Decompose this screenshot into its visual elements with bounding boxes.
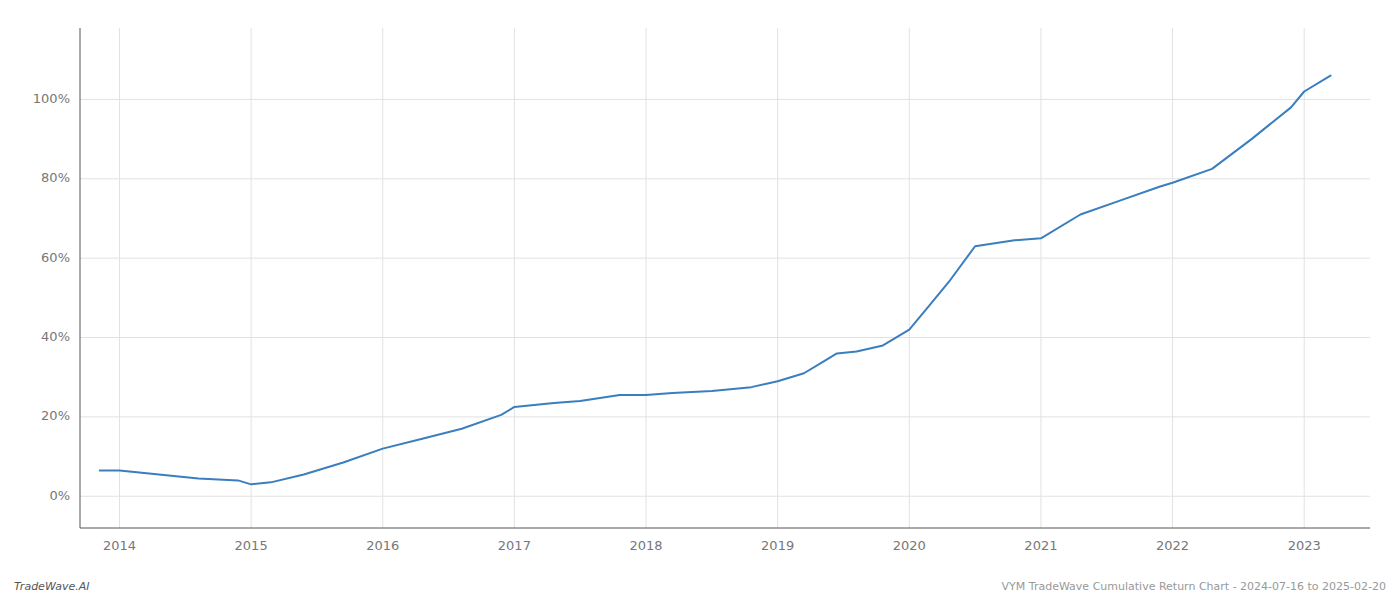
x-tick-label: 2017 bbox=[498, 538, 531, 553]
grid-line-x bbox=[909, 28, 910, 528]
grid-line-y bbox=[80, 496, 1370, 497]
y-tick-label: 60% bbox=[41, 250, 70, 265]
line bbox=[100, 76, 1331, 485]
x-tick-label: 2019 bbox=[761, 538, 794, 553]
y-tick-label: 40% bbox=[41, 329, 70, 344]
x-tick-label: 2018 bbox=[629, 538, 662, 553]
grid bbox=[80, 28, 1370, 528]
plot-area bbox=[100, 76, 1331, 485]
x-tick-label: 2016 bbox=[366, 538, 399, 553]
grid-line-y bbox=[80, 337, 1370, 338]
grid-line-y bbox=[80, 178, 1370, 179]
grid-line-y bbox=[80, 258, 1370, 259]
grid-line-x bbox=[777, 28, 778, 528]
y-tick-label: 100% bbox=[33, 91, 70, 106]
grid-line-x bbox=[646, 28, 647, 528]
y-axis-line bbox=[80, 28, 81, 528]
grid-line-y bbox=[80, 99, 1370, 100]
footer-left: TradeWave.AI bbox=[14, 580, 89, 593]
grid-line-x bbox=[1040, 28, 1041, 528]
grid-line-x bbox=[1172, 28, 1173, 528]
x-tick-label: 2023 bbox=[1288, 538, 1321, 553]
footer-right: VYM TradeWave Cumulative Return Chart - … bbox=[1002, 580, 1386, 593]
x-axis-line bbox=[80, 528, 1370, 529]
y-tick-label: 80% bbox=[41, 170, 70, 185]
y-tick-label: 0% bbox=[49, 488, 70, 503]
grid-line-x bbox=[382, 28, 383, 528]
x-tick-label: 2020 bbox=[893, 538, 926, 553]
grid-line-y bbox=[80, 416, 1370, 417]
grid-line-x bbox=[514, 28, 515, 528]
grid-line-x bbox=[1304, 28, 1305, 528]
x-tick-label: 2021 bbox=[1024, 538, 1057, 553]
y-tick-label: 20% bbox=[41, 408, 70, 423]
x-tick-label: 2015 bbox=[235, 538, 268, 553]
grid-line-x bbox=[119, 28, 120, 528]
x-tick-label: 2014 bbox=[103, 538, 136, 553]
x-tick-label: 2022 bbox=[1156, 538, 1189, 553]
grid-line-x bbox=[251, 28, 252, 528]
tick-labels: 2014 2015 2016 2017 2018 2019 2020 2021 2022 2023… bbox=[33, 91, 1321, 553]
chart: 2014 2015 2016 2017 2018 2019 2020 2021 2022 2023… bbox=[0, 0, 1400, 600]
